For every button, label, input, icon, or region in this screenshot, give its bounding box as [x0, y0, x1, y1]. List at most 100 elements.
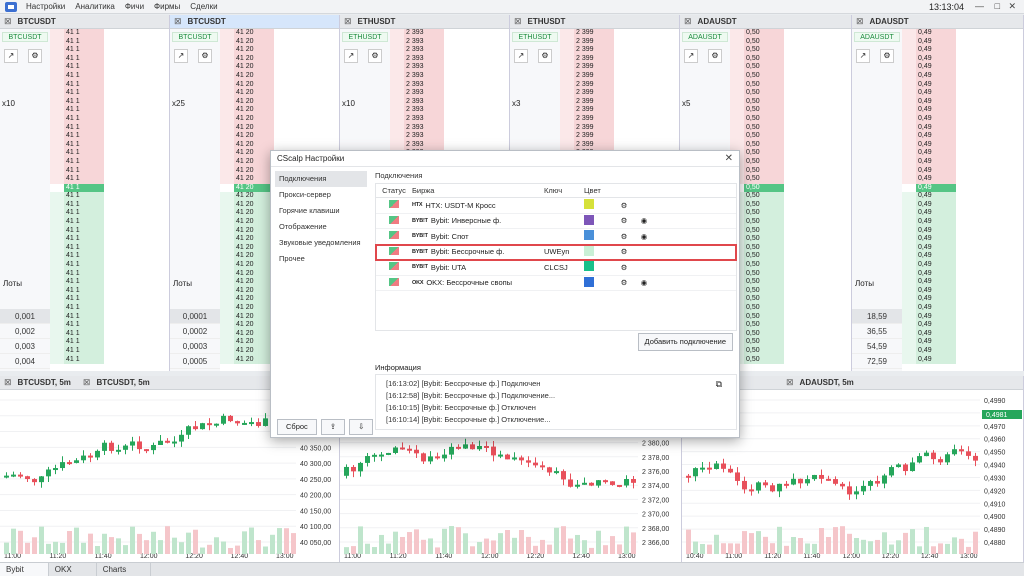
price-level[interactable]: 2 399 [560, 29, 679, 38]
price-level[interactable]: 41 20 [220, 166, 339, 176]
eye-icon[interactable]: ◉ [640, 216, 648, 226]
price-level[interactable]: 41 1 [50, 243, 169, 253]
price-level[interactable]: 0,49 [902, 166, 1023, 176]
price-level[interactable]: 41 20 [220, 149, 339, 158]
price-level[interactable]: 2 399 [560, 71, 679, 81]
gear-icon[interactable]: ⚙ [620, 231, 628, 241]
price-level[interactable]: 0,49 [902, 149, 1023, 158]
lot-option[interactable]: 0,0007 [170, 369, 220, 371]
connection-row[interactable]: OKX OKX: Бессрочные свопы ⚙ ◉ [376, 276, 736, 291]
price-level[interactable]: 0,49 [902, 183, 1023, 193]
price-level[interactable]: 41 1 [50, 123, 169, 133]
price-level[interactable]: 0,50 [730, 226, 851, 236]
price-level[interactable]: 41 1 [50, 261, 169, 270]
price-level[interactable]: 41 20 [220, 338, 339, 347]
price-level[interactable]: 41 20 [220, 80, 339, 90]
tab-charts[interactable]: Charts [97, 563, 152, 576]
price-level[interactable]: 41 20 [220, 106, 339, 115]
price-level[interactable]: 41 1 [50, 149, 169, 158]
copy-icon[interactable]: ⧉ [715, 379, 722, 389]
color-swatch[interactable] [584, 199, 594, 210]
gear-icon[interactable]: ⚙ [620, 278, 628, 288]
gear-icon[interactable]: ⚙ [538, 49, 552, 63]
close-icon[interactable]: ⊠ [514, 16, 522, 26]
price-level[interactable]: 41 1 [50, 286, 169, 296]
lot-option[interactable]: 90,59 [852, 369, 902, 371]
chart-tab[interactable]: ⊠ ADAUSDT, 5m [786, 377, 854, 387]
connection-row[interactable]: HTX HTX: USDT-M Кросс ⚙ [376, 198, 736, 214]
menu-firms[interactable]: Фирмы [154, 2, 181, 11]
price-level[interactable]: 0,49 [902, 46, 1023, 55]
price-level[interactable]: 0,50 [730, 278, 851, 287]
price-level[interactable]: 0,50 [730, 312, 851, 322]
price-level[interactable]: 41 1 [50, 166, 169, 176]
price-level[interactable]: 41 1 [50, 218, 169, 227]
color-swatch[interactable] [584, 276, 594, 287]
connection-row[interactable]: BYB!T Bybit: Спот ⚙ ◉ [376, 229, 736, 245]
price-level[interactable]: 41 1 [50, 140, 169, 150]
price-level[interactable]: 0,49 [902, 269, 1023, 279]
close-icon[interactable]: ⊠ [82, 377, 91, 387]
price-level[interactable]: 0,50 [730, 346, 851, 356]
lot-option[interactable]: 0,003 [0, 339, 50, 354]
gear-icon[interactable]: ⚙ [880, 49, 894, 63]
add-connection-button[interactable]: Добавить подключение [637, 333, 733, 351]
price-level[interactable]: 0,49 [902, 304, 1023, 313]
price-level[interactable]: 41 1 [50, 295, 169, 304]
price-level[interactable]: 41 20 [220, 200, 339, 210]
price-level[interactable]: 2 399 [560, 114, 679, 124]
color-swatch[interactable] [584, 214, 594, 225]
close-icon[interactable]: ⊠ [344, 16, 352, 26]
lot-option[interactable]: 0,004 [0, 354, 50, 369]
price-level[interactable]: 41 20 [220, 226, 339, 236]
price-level[interactable]: 0,50 [730, 200, 851, 210]
price-level[interactable]: 41 1 [50, 192, 169, 201]
reset-button[interactable]: Сброс [277, 419, 317, 435]
chart-tab[interactable]: ⊠ BTCUSDT, 5m [4, 377, 71, 387]
price-level[interactable]: 41 1 [50, 252, 169, 262]
price-level[interactable]: 0,49 [902, 329, 1023, 339]
price-level[interactable]: 41 1 [50, 209, 169, 219]
close-icon[interactable]: ⊠ [684, 16, 692, 26]
lot-option[interactable]: 72,59 [852, 354, 902, 369]
nav-display[interactable]: Отображение [279, 222, 327, 231]
price-level[interactable]: 41 1 [50, 132, 169, 141]
price-level[interactable]: 0,49 [902, 355, 1023, 365]
price-level[interactable]: 0,49 [902, 37, 1023, 47]
price-level[interactable]: 0,50 [730, 106, 851, 115]
price-level[interactable]: 41 20 [220, 97, 339, 107]
price-level[interactable]: 41 1 [50, 80, 169, 90]
price-level[interactable]: 0,49 [902, 346, 1023, 356]
chart-icon[interactable]: ↗ [4, 49, 18, 63]
close-window-icon[interactable]: ✕ [1008, 1, 1016, 11]
gear-icon[interactable]: ⚙ [368, 49, 382, 63]
price-level[interactable]: 41 20 [220, 295, 339, 304]
price-ladder[interactable]: 0,49 0,49 0,49 0,49 0,49 0,49 0,49 0,49 0,49 0,49… [902, 29, 1023, 371]
price-level[interactable]: 41 20 [220, 175, 339, 184]
dom-tab[interactable]: ⊠ ADAUSDT [852, 15, 1023, 29]
close-icon[interactable]: ✕ [724, 153, 733, 164]
gear-icon[interactable]: ⚙ [708, 49, 722, 63]
price-level[interactable]: 0,49 [902, 97, 1023, 107]
price-level[interactable]: 41 1 [50, 269, 169, 279]
menu-features[interactable]: Фичи [124, 2, 145, 11]
price-level[interactable]: 2 399 [560, 63, 679, 72]
price-level[interactable]: 41 20 [220, 304, 339, 313]
price-level[interactable]: 41 20 [220, 218, 339, 227]
price-level[interactable]: 0,50 [730, 46, 851, 55]
price-level[interactable]: 41 20 [220, 329, 339, 339]
price-level[interactable]: 41 20 [220, 269, 339, 279]
price-level[interactable]: 0,49 [902, 63, 1023, 72]
price-level[interactable]: 41 1 [50, 46, 169, 55]
candlestick-chart[interactable]: 0,4990 0,4981 0,4970 0,4960 0,4950 0,4940 0,49… [682, 390, 1024, 562]
price-level[interactable]: 41 1 [50, 346, 169, 356]
price-level[interactable]: 41 1 [50, 278, 169, 287]
close-icon[interactable]: ⊠ [786, 377, 794, 387]
nav-proxy[interactable]: Прокси-сервер [279, 190, 331, 199]
gear-icon[interactable]: ⚙ [28, 49, 42, 63]
price-level[interactable]: 41 1 [50, 329, 169, 339]
price-level[interactable]: 0,49 [902, 200, 1023, 210]
price-level[interactable]: 41 20 [220, 286, 339, 296]
price-level[interactable]: 41 1 [50, 37, 169, 47]
close-icon[interactable]: ⊠ [4, 16, 12, 26]
